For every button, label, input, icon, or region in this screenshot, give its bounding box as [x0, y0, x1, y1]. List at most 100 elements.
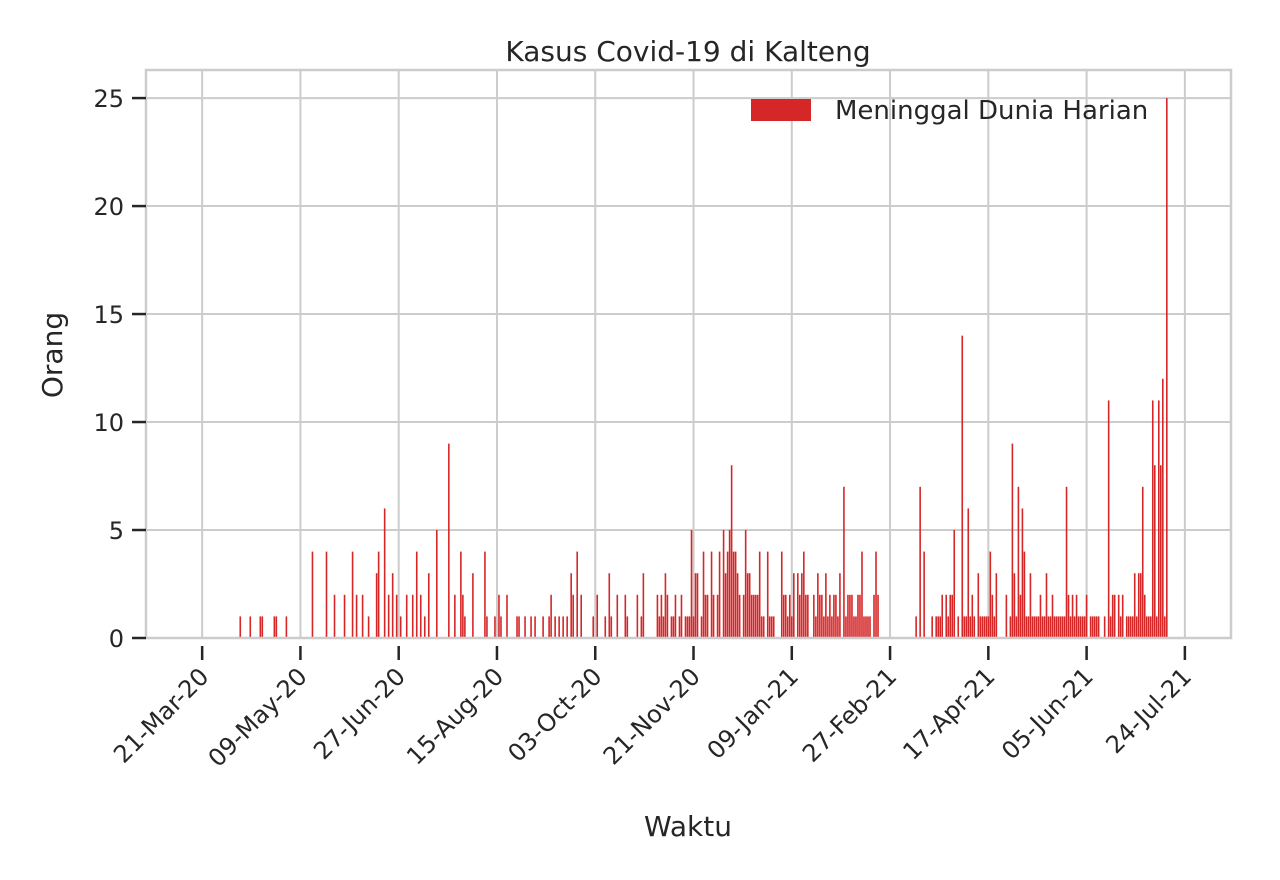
bar-2021-02-06 — [847, 594, 849, 638]
bar-2021-03-24 — [939, 616, 941, 638]
bar-2021-02-09 — [853, 616, 855, 638]
y-tick-label: 5 — [109, 517, 124, 545]
bar-2021-06-21 — [1117, 594, 1120, 638]
bar-2020-04-27 — [275, 616, 278, 638]
bar-2020-11-19 — [688, 616, 691, 638]
y-axis: 0 5 10 15 20 25 — [93, 85, 146, 653]
bar-2021-03-27 — [945, 594, 948, 638]
bar-2021-02-19 — [873, 594, 875, 638]
bar-2021-05-09 — [1031, 616, 1034, 638]
bar-2021-07-11 — [1158, 400, 1160, 638]
bar-2021-05-28 — [1069, 616, 1072, 638]
bar-2021-05-19 — [1051, 594, 1054, 638]
bar-2021-04-04 — [961, 335, 964, 638]
bar-2020-06-26 — [395, 594, 398, 638]
bar-2020-11-10 — [670, 616, 673, 638]
bar-2021-06-08 — [1091, 616, 1094, 638]
bar-2021-01-22 — [817, 573, 819, 638]
bar-2021-01-29 — [831, 616, 833, 638]
bar-2021-02-15 — [865, 616, 867, 638]
bar-2020-10-11 — [610, 616, 613, 638]
bar-2021-06-11 — [1097, 616, 1100, 638]
x-axis-label: Waktu — [644, 810, 732, 843]
bar-2020-12-21 — [752, 594, 755, 638]
y-axis-label: Orang — [36, 312, 69, 398]
bar-2021-04-29 — [1011, 443, 1014, 638]
bar-2021-02-05 — [845, 616, 847, 638]
bar-2021-05-04 — [1021, 508, 1024, 638]
bar-2021-02-08 — [851, 594, 853, 638]
bar-2021-05-20 — [1053, 616, 1056, 638]
bar-2021-03-12 — [915, 616, 917, 638]
bar-2020-07-29 — [462, 594, 464, 638]
bar-2020-12-16 — [742, 594, 745, 638]
bar-2020-09-21 — [570, 573, 572, 638]
bar-2021-03-23 — [937, 616, 939, 638]
legend-label: Meninggal Dunia Harian — [835, 96, 1148, 126]
bar-2021-07-07 — [1149, 616, 1152, 638]
bar-2021-05-30 — [1073, 616, 1076, 638]
bar-2020-11-27 — [704, 594, 707, 638]
bar-2021-05-24 — [1061, 616, 1064, 638]
bar-2020-12-13 — [736, 573, 739, 638]
bar-2020-09-15 — [558, 616, 560, 638]
bar-2020-08-10 — [486, 616, 488, 638]
bar-2021-05-03 — [1019, 594, 1022, 638]
bar-2021-01-08 — [788, 594, 791, 638]
bar-2020-06-20 — [383, 508, 386, 638]
bar-2020-10-10 — [608, 573, 611, 638]
bar-2021-01-05 — [782, 594, 785, 638]
bar-2020-12-24 — [758, 551, 761, 638]
bar-2020-09-26 — [580, 594, 582, 638]
bar-2021-01-09 — [790, 616, 793, 638]
bar-2021-01-24 — [821, 594, 823, 638]
bar-2020-12-23 — [756, 594, 759, 638]
bar-2020-09-19 — [566, 616, 568, 638]
bar-2021-05-15 — [1043, 616, 1046, 638]
bar-2021-04-14 — [981, 616, 984, 638]
bar-2020-11-08 — [666, 594, 669, 638]
bar-2020-05-26 — [333, 594, 336, 638]
bar-2020-08-20 — [506, 594, 508, 638]
plot-frame — [144, 68, 1233, 640]
bar-2020-08-17 — [500, 616, 502, 638]
bar-2021-03-16 — [923, 551, 925, 638]
bar-2020-12-26 — [762, 616, 765, 638]
bar-2021-05-22 — [1057, 616, 1060, 638]
bar-2020-10-18 — [624, 594, 627, 638]
x-tick-label: 27-Feb-21 — [797, 662, 902, 767]
bar-2020-10-27 — [642, 573, 645, 638]
bar-2021-02-02 — [839, 573, 841, 638]
bar-2021-06-03 — [1081, 616, 1084, 638]
bar-2021-04-21 — [995, 573, 998, 638]
bar-2021-02-13 — [861, 551, 863, 638]
bar-2021-06-01 — [1077, 616, 1080, 638]
bar-2021-06-22 — [1119, 616, 1122, 638]
bar-2021-04-26 — [1005, 594, 1008, 638]
bar-2021-04-17 — [987, 616, 990, 638]
bar-2021-03-30 — [951, 594, 954, 638]
bar-2021-04-16 — [985, 616, 988, 638]
bar-2021-05-25 — [1063, 616, 1066, 638]
bar-2021-06-10 — [1095, 616, 1098, 638]
bar-2021-05-08 — [1029, 573, 1032, 638]
bar-2021-05-14 — [1041, 616, 1044, 638]
bar-2020-12-06 — [722, 530, 725, 638]
bar-2021-07-02 — [1139, 573, 1142, 638]
bar-2020-10-14 — [616, 594, 619, 638]
bar-2021-06-16 — [1107, 400, 1110, 638]
bar-2020-12-08 — [726, 551, 729, 638]
bar-2020-12-31 — [772, 616, 775, 638]
bar-2021-07-10 — [1155, 616, 1158, 638]
bar-2020-10-02 — [592, 616, 595, 638]
bar-2020-07-10 — [423, 616, 426, 638]
bar-2020-12-09 — [728, 530, 731, 638]
bar-2020-11-06 — [662, 616, 665, 638]
bar-2020-12-14 — [738, 594, 741, 638]
bar-2021-01-06 — [784, 594, 787, 638]
bar-2021-07-03 — [1141, 486, 1144, 638]
y-tick-label: 25 — [93, 85, 124, 113]
bar-2020-12-01 — [712, 594, 715, 638]
bar-2020-12-17 — [744, 530, 747, 638]
